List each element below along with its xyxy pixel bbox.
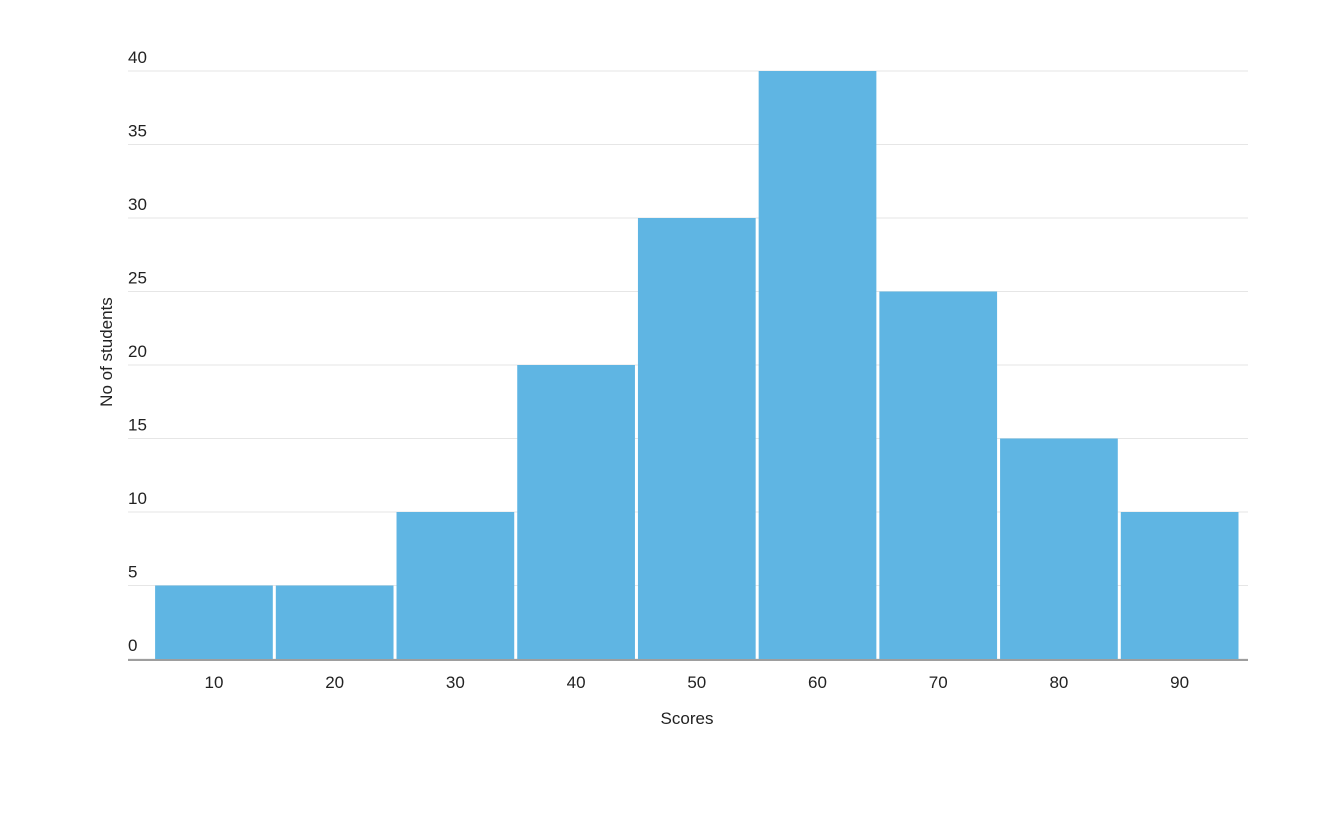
bar <box>396 512 515 659</box>
y-tick-label: 5 <box>128 563 137 582</box>
bar <box>637 218 756 659</box>
y-tick-label: 15 <box>128 416 147 435</box>
y-tick-label: 10 <box>128 489 147 508</box>
y-tick-label: 35 <box>128 122 147 141</box>
y-axis-title: No of students <box>97 297 116 407</box>
y-tick-label: 0 <box>128 636 137 655</box>
x-tick-label: 70 <box>929 673 948 692</box>
y-tick-label: 25 <box>128 269 147 288</box>
bar <box>517 365 635 659</box>
x-tick-label: 40 <box>567 673 586 692</box>
bar <box>275 585 394 659</box>
y-tick-label: 30 <box>128 195 147 214</box>
y-tick-label: 40 <box>128 48 147 67</box>
bar <box>879 291 998 659</box>
x-tick-label: 10 <box>204 673 223 692</box>
bar <box>155 585 273 659</box>
x-tick-label: 20 <box>325 673 344 692</box>
y-tick-label: 20 <box>128 342 147 361</box>
x-tick-label: 50 <box>687 673 706 692</box>
bar <box>1000 438 1118 659</box>
x-tick-label: 90 <box>1170 673 1189 692</box>
x-tick-label: 30 <box>446 673 465 692</box>
x-axis-title: Scores <box>661 709 714 728</box>
bar <box>1120 512 1239 659</box>
bar <box>758 71 877 659</box>
x-tick-label: 60 <box>808 673 827 692</box>
x-tick-label: 80 <box>1049 673 1068 692</box>
